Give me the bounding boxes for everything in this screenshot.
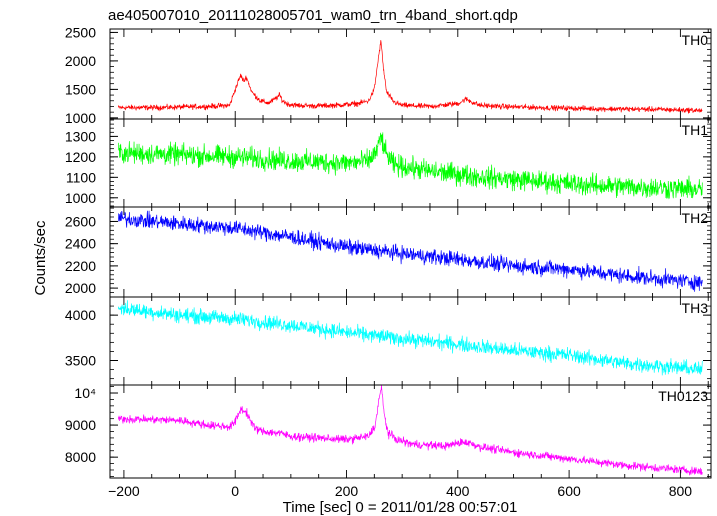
y-tick-label: 1300	[65, 128, 96, 144]
series-line-th3	[118, 300, 703, 376]
y-tick-label: 2400	[65, 236, 96, 252]
y-tick-label: 2600	[65, 213, 96, 229]
panel-th1: TH1 1000 1100 1200 1300	[65, 118, 712, 208]
y-tick-label: 1100	[66, 169, 96, 185]
x-tick-label: 400	[446, 483, 470, 499]
y-tick-label: 2000	[65, 53, 96, 69]
series-line-th1	[118, 132, 703, 200]
panel-label: TH0123	[658, 388, 708, 404]
panels-group: TH01000150020002500TH11000110012001300TH…	[65, 24, 712, 499]
panel-label: TH0	[682, 32, 709, 48]
panel-label: TH1	[682, 122, 709, 138]
panel-th0: TH0 1000 1500 2000 2500	[65, 24, 712, 126]
x-axis-label: Time [sec] 0 = 2011/01/28 00:57:01	[283, 499, 518, 516]
chart-title: ae405007010_20111028005701_wam0_trn_4ban…	[108, 7, 518, 24]
series-line-th0	[118, 40, 703, 114]
series-line-th0123	[118, 385, 703, 476]
y-tick-label: 2500	[65, 24, 96, 40]
panel-label: TH2	[682, 210, 709, 226]
panel-th2: TH2 2000 2200 2400 2600	[65, 206, 712, 298]
x-tick-label: 200	[335, 483, 359, 499]
x-tick-label: 0	[231, 483, 239, 499]
y-tick-label: 10⁴	[74, 385, 96, 401]
panel-th0123: TH0123 8000 9000 10⁴	[65, 384, 712, 479]
panel-th3: TH3 3500 4000	[65, 296, 712, 386]
y-tick-label: 1500	[65, 81, 96, 97]
x-tick-label: 800	[669, 483, 693, 499]
x-tick-label: 600	[557, 483, 581, 499]
y-tick-label: 1000	[65, 190, 96, 206]
y-axis-label: Counts/sec	[32, 220, 49, 296]
series-line-th2	[118, 210, 703, 292]
panel-label: TH3	[682, 300, 709, 316]
y-tick-label: 3500	[65, 353, 96, 369]
y-tick-label: 8000	[65, 449, 96, 465]
y-tick-label: 1200	[65, 149, 96, 165]
y-tick-label: 2200	[65, 258, 96, 274]
y-tick-label: 4000	[65, 307, 96, 323]
x-tick-label: −200	[108, 483, 140, 499]
y-tick-label: 1000	[65, 110, 96, 126]
y-tick-label: 9000	[65, 417, 96, 433]
y-tick-label: 2000	[65, 280, 96, 296]
